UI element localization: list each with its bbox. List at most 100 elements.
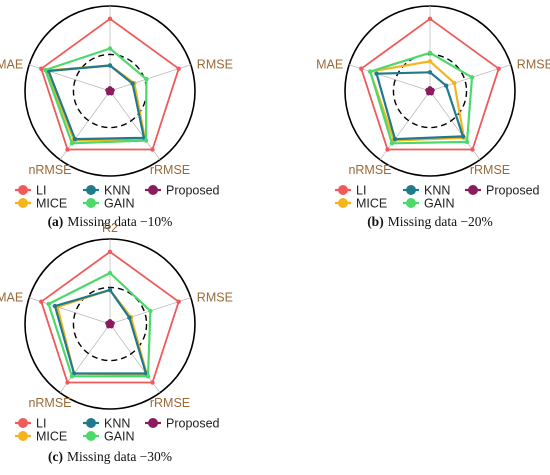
axis-label-rrmse: rRMSE [150, 163, 190, 177]
legend-label-knn: KNN [104, 417, 130, 431]
legend-label-li: LI [36, 417, 46, 431]
legend-label-li: LI [356, 184, 366, 198]
legend-marker-gain [86, 198, 96, 208]
data-point-li [176, 299, 181, 304]
data-point-knn [427, 70, 433, 75]
legend-label-gain: GAIN [104, 197, 135, 211]
data-point-gain [107, 46, 113, 51]
data-point-gain [69, 141, 75, 146]
data-point-li [65, 380, 70, 385]
data-point-knn [460, 134, 466, 139]
radar-chart-a: R2 RMSE rRMSE nRMSE MAE LI KNN Proposed MICE GAIN… [0, 0, 233, 229]
axis-label-mae: MAE [316, 58, 343, 72]
legend-marker-proposed [148, 418, 158, 428]
data-point-li [496, 66, 501, 71]
axis-label-nrmse: nRMSE [28, 163, 71, 177]
caption-letter: (c) [48, 449, 63, 464]
data-point-gain [43, 67, 48, 73]
legend-marker-li [18, 418, 28, 428]
data-point-mice [452, 80, 457, 86]
legend-label-proposed: Proposed [486, 184, 540, 198]
axis-label-rrmse: rRMSE [150, 396, 190, 410]
data-point-proposed [425, 87, 430, 93]
axis-label-mae: MAE [0, 58, 23, 72]
series-line-gain [369, 51, 474, 145]
data-point-li [65, 147, 70, 152]
data-point-knn [127, 315, 132, 320]
legend-marker-mice [18, 198, 28, 208]
legend-marker-knn [86, 418, 96, 428]
data-point-li [470, 147, 475, 152]
legend-label-gain: GAIN [424, 197, 455, 211]
series-line-gain [47, 271, 152, 378]
series-line-knn [47, 64, 146, 141]
data-point-gain [469, 75, 475, 80]
data-point-gain [143, 138, 149, 143]
legend-marker-mice [18, 431, 28, 441]
legend: LI KNN Proposed MICE GAIN [15, 184, 220, 211]
radar-chart-c: R2 RMSE rRMSE nRMSE MAE LI KNN Proposed MICE GAIN… [0, 221, 233, 464]
legend-marker-proposed [148, 185, 158, 195]
legend-label-mice: MICE [356, 197, 387, 211]
legend: LI KNN Proposed MICE GAIN [335, 184, 540, 211]
legend-label-gain: GAIN [104, 430, 135, 444]
legend-marker-knn [406, 185, 416, 195]
axis-label-rmse: RMSE [197, 291, 233, 305]
legend-label-li: LI [36, 184, 46, 198]
data-point-li [359, 66, 364, 71]
data-point-li [39, 299, 44, 304]
axis-label-rrmse: rRMSE [470, 163, 510, 177]
legend-label-proposed: Proposed [166, 184, 220, 198]
data-point-gain [69, 374, 75, 379]
legend-label-knn: KNN [424, 184, 450, 198]
axis-label-r2: R2 [102, 0, 118, 2]
data-point-proposed [105, 87, 110, 93]
data-point-gain [144, 77, 149, 82]
axis-label-r2: R2 [102, 221, 118, 235]
axis-label-mae: MAE [0, 291, 23, 305]
axis-label-nrmse: nRMSE [28, 396, 71, 410]
caption-text: Missing data −30% [67, 449, 172, 464]
axis-label-rmse: RMSE [197, 58, 233, 72]
data-point-knn [392, 136, 398, 142]
data-point-gain [107, 270, 113, 276]
caption-text: Missing data −10% [67, 214, 172, 229]
data-point-knn [72, 136, 78, 142]
panel-caption: (b) Missing data −20% [367, 214, 493, 229]
legend-marker-gain [406, 198, 416, 208]
data-point-gain [145, 374, 151, 379]
data-point-gain [464, 139, 470, 145]
legend-label-mice: MICE [36, 197, 67, 211]
data-point-gain [427, 50, 433, 55]
legend-marker-mice [338, 198, 348, 208]
data-point-mice [427, 59, 433, 64]
data-point-knn [130, 81, 135, 86]
data-point-li [176, 66, 181, 71]
data-point-knn [374, 71, 379, 76]
data-point-li [107, 16, 113, 21]
series-line-knn [53, 288, 148, 375]
series-line-gain [44, 47, 148, 145]
legend-label-knn: KNN [104, 184, 130, 198]
legend-marker-li [338, 185, 348, 195]
axis-label-rmse: RMSE [517, 58, 550, 72]
caption-text: Missing data −20% [388, 214, 493, 229]
data-point-li [39, 66, 44, 71]
data-point-li [385, 147, 390, 152]
legend-marker-proposed [468, 185, 478, 195]
data-point-li [107, 249, 113, 254]
series-line-knn [375, 71, 465, 141]
series-line-li [360, 17, 500, 151]
data-point-proposed [105, 320, 110, 326]
data-point-li [150, 147, 155, 152]
data-point-li [150, 380, 155, 385]
data-point-gain [368, 69, 373, 74]
data-point-li [427, 16, 433, 21]
radar-chart-b: R2 RMSE rRMSE nRMSE MAE LI KNN Proposed MICE GAIN… [316, 0, 550, 229]
panel-caption: (c) Missing data −30% [48, 449, 172, 464]
reference-circle [72, 286, 148, 362]
legend-marker-gain [86, 431, 96, 441]
series-line-mice [369, 60, 466, 142]
caption-letter: (a) [48, 214, 64, 229]
